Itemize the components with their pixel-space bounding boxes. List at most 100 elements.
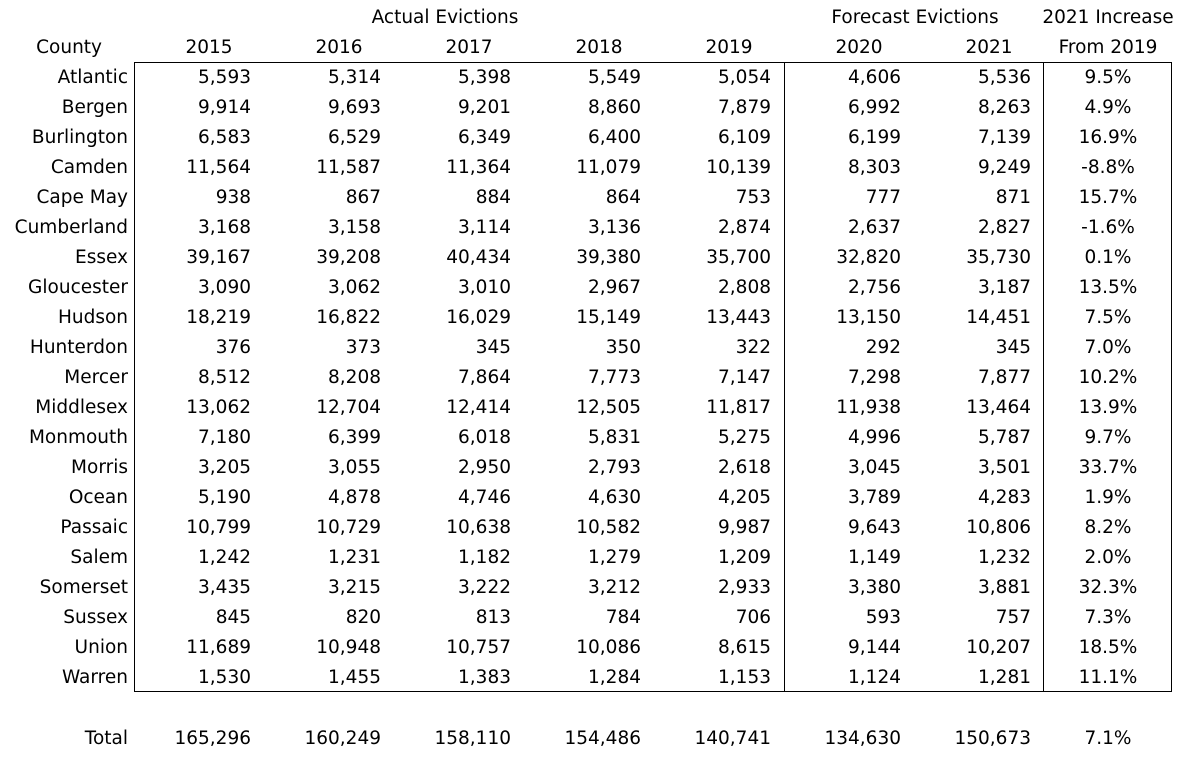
value-cell: 10,729 bbox=[316, 517, 381, 538]
value-cell: 938 bbox=[215, 187, 251, 208]
value-cell: 4,630 bbox=[588, 487, 641, 508]
value-cell: 4,205 bbox=[718, 487, 771, 508]
value-cell: 4,746 bbox=[458, 487, 511, 508]
value-cell: 11,079 bbox=[576, 157, 641, 178]
value-cell: 3,215 bbox=[328, 577, 381, 598]
increase-cell: 7.0% bbox=[1084, 337, 1132, 358]
value-cell: 7,180 bbox=[198, 427, 251, 448]
value-cell: 373 bbox=[345, 337, 381, 358]
value-cell: 3,222 bbox=[458, 577, 511, 598]
increase-cell: 7.3% bbox=[1084, 607, 1132, 628]
value-cell: 8,303 bbox=[848, 157, 901, 178]
total-value: 154,486 bbox=[564, 728, 641, 749]
increase-cell: 13.5% bbox=[1078, 277, 1138, 298]
county-name: Cumberland bbox=[14, 217, 128, 238]
year-header-2016: 2016 bbox=[315, 37, 363, 58]
county-name: Warren bbox=[61, 667, 128, 688]
value-cell: 5,190 bbox=[198, 487, 251, 508]
county-name: Middlesex bbox=[35, 397, 128, 418]
increase-cell: 7.5% bbox=[1084, 307, 1132, 328]
value-cell: 9,144 bbox=[848, 637, 901, 658]
value-cell: 5,593 bbox=[198, 67, 251, 88]
value-cell: 5,054 bbox=[718, 67, 771, 88]
value-cell: 3,010 bbox=[458, 277, 511, 298]
value-cell: 3,090 bbox=[198, 277, 251, 298]
value-cell: 757 bbox=[995, 607, 1031, 628]
total-value: 165,296 bbox=[174, 728, 251, 749]
value-cell: 6,400 bbox=[588, 127, 641, 148]
value-cell: 9,693 bbox=[328, 97, 381, 118]
value-cell: 10,139 bbox=[706, 157, 771, 178]
value-cell: 4,996 bbox=[848, 427, 901, 448]
value-cell: 1,124 bbox=[848, 667, 901, 688]
value-cell: 5,831 bbox=[588, 427, 641, 448]
value-cell: 2,637 bbox=[848, 217, 901, 238]
value-cell: 1,242 bbox=[198, 547, 251, 568]
value-cell: 784 bbox=[605, 607, 641, 628]
county-name: Morris bbox=[71, 457, 128, 478]
value-cell: 2,618 bbox=[718, 457, 771, 478]
value-cell: 1,284 bbox=[588, 667, 641, 688]
increase-cell: 32.3% bbox=[1078, 577, 1138, 598]
value-cell: 1,153 bbox=[718, 667, 771, 688]
value-cell: 4,606 bbox=[848, 67, 901, 88]
value-cell: 3,380 bbox=[848, 577, 901, 598]
value-cell: 14,451 bbox=[966, 307, 1031, 328]
value-cell: 8,860 bbox=[588, 97, 641, 118]
value-cell: 1,530 bbox=[198, 667, 251, 688]
value-cell: 2,808 bbox=[718, 277, 771, 298]
value-cell: 35,700 bbox=[706, 247, 771, 268]
value-cell: 3,789 bbox=[848, 487, 901, 508]
value-cell: 13,150 bbox=[836, 307, 901, 328]
value-cell: 777 bbox=[865, 187, 901, 208]
value-cell: 12,505 bbox=[576, 397, 641, 418]
forecast-evictions-header: Forecast Evictions bbox=[831, 7, 999, 28]
value-cell: 3,055 bbox=[328, 457, 381, 478]
value-cell: 8,263 bbox=[978, 97, 1031, 118]
value-cell: 3,045 bbox=[848, 457, 901, 478]
increase-cell: 13.9% bbox=[1078, 397, 1138, 418]
value-cell: 5,398 bbox=[458, 67, 511, 88]
county-name: Camden bbox=[50, 157, 128, 178]
value-cell: 10,207 bbox=[966, 637, 1031, 658]
value-cell: 1,383 bbox=[458, 667, 511, 688]
value-cell: 10,757 bbox=[446, 637, 511, 658]
value-cell: 2,793 bbox=[588, 457, 641, 478]
increase-cell: 4.9% bbox=[1084, 97, 1132, 118]
value-cell: 3,435 bbox=[198, 577, 251, 598]
value-cell: 6,018 bbox=[458, 427, 511, 448]
value-cell: 3,114 bbox=[458, 217, 511, 238]
value-cell: 9,987 bbox=[718, 517, 771, 538]
value-cell: 6,349 bbox=[458, 127, 511, 148]
value-cell: 3,501 bbox=[978, 457, 1031, 478]
value-cell: 39,208 bbox=[316, 247, 381, 268]
value-cell: 845 bbox=[215, 607, 251, 628]
value-cell: 13,464 bbox=[966, 397, 1031, 418]
value-cell: 10,638 bbox=[446, 517, 511, 538]
value-cell: 1,149 bbox=[848, 547, 901, 568]
county-name: Hunterdon bbox=[29, 337, 128, 358]
value-cell: 376 bbox=[215, 337, 251, 358]
value-cell: 6,583 bbox=[198, 127, 251, 148]
county-name: Hudson bbox=[57, 307, 128, 328]
value-cell: 9,643 bbox=[848, 517, 901, 538]
value-cell: 4,283 bbox=[978, 487, 1031, 508]
increase-cell: 18.5% bbox=[1078, 637, 1138, 658]
value-cell: 11,564 bbox=[186, 157, 251, 178]
value-cell: 1,231 bbox=[328, 547, 381, 568]
value-cell: 6,992 bbox=[848, 97, 901, 118]
value-cell: 16,822 bbox=[316, 307, 381, 328]
total-value: 140,741 bbox=[694, 728, 771, 749]
table-border bbox=[134, 62, 1172, 692]
county-name: Sussex bbox=[63, 607, 128, 628]
value-cell: 350 bbox=[605, 337, 641, 358]
value-cell: 6,399 bbox=[328, 427, 381, 448]
county-name: Atlantic bbox=[57, 67, 128, 88]
value-cell: 345 bbox=[995, 337, 1031, 358]
value-cell: 18,219 bbox=[186, 307, 251, 328]
county-name: Passaic bbox=[60, 517, 128, 538]
value-cell: 8,512 bbox=[198, 367, 251, 388]
county-name: Burlington bbox=[31, 127, 128, 148]
county-name: Essex bbox=[75, 247, 128, 268]
value-cell: 9,249 bbox=[978, 157, 1031, 178]
